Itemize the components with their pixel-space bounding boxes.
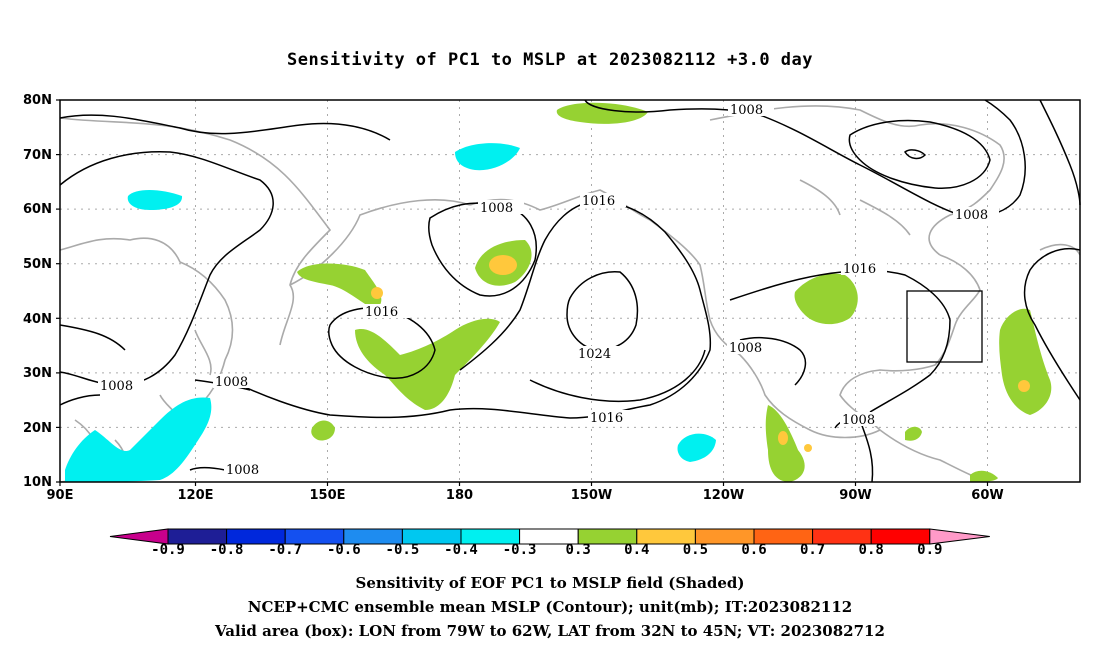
lon-label: 90E (47, 488, 74, 503)
cyan-region-east-pacific (677, 433, 716, 462)
colorbar-label: 0.5 (682, 542, 709, 558)
lat-label: 30N (23, 366, 52, 381)
colorbar-label: 0.6 (741, 542, 767, 558)
lon-label: 150E (309, 488, 345, 503)
colorbar-label: 0.9 (917, 542, 943, 558)
colorbar-label: 0.4 (624, 542, 650, 558)
colorbar-label: -0.9 (151, 542, 185, 558)
caption-line-3: Valid area (box): LON from 79W to 62W, L… (215, 622, 885, 640)
green-region-kuril (297, 263, 382, 310)
contour-label: 1024 (578, 347, 611, 362)
colorbar-label: -0.6 (326, 542, 361, 558)
shaded-sensitivity (65, 102, 1052, 482)
contour-label: 1008 (480, 201, 513, 216)
colorbar-label: -0.7 (268, 542, 303, 558)
colorbar-label: -0.8 (209, 542, 244, 558)
contour-label: 1008 (842, 413, 875, 428)
colorbar (109, 528, 990, 545)
colorbar-label: -0.3 (502, 542, 537, 558)
plot-frame (59, 99, 1081, 483)
contour-label: 1008 (729, 341, 762, 356)
orange-spot-mexico-2 (804, 444, 812, 452)
contour-label: 1016 (843, 262, 876, 277)
contour-label: 1016 (590, 411, 623, 426)
lon-label: 120E (177, 488, 213, 503)
axis-ticks (56, 99, 989, 486)
cyan-region-siberia (127, 190, 183, 210)
orange-spot-atlantic (1018, 380, 1030, 392)
lat-label: 10N (23, 475, 52, 490)
cyan-region-south-china (65, 397, 212, 482)
caption-line-2: NCEP+CMC ensemble mean MSLP (Contour); u… (247, 598, 853, 616)
contour-label: 1016 (582, 194, 615, 209)
lat-label: 70N (23, 148, 52, 163)
lat-label: 40N (23, 312, 52, 327)
contour-label: 1008 (100, 379, 133, 394)
colorbar-label: -0.5 (385, 542, 420, 558)
contour-label: 1008 (730, 103, 763, 118)
lat-label: 60N (23, 202, 52, 217)
colorbar-label: 0.3 (565, 542, 591, 558)
contour-label: 1008 (215, 375, 248, 390)
latitude-labels: 80N 70N 60N 50N 40N 30N 20N 10N (23, 93, 52, 490)
orange-spot-dateline (489, 255, 517, 275)
green-region-west-pacific (311, 420, 335, 441)
lon-label: 120W (703, 488, 744, 503)
green-region-great-lakes (794, 273, 858, 325)
colorbar-arrow-high (929, 528, 990, 545)
orange-spot-mexico (778, 431, 788, 445)
colorbar-label: -0.4 (444, 542, 478, 558)
green-region-arctic (556, 102, 648, 124)
longitude-labels: 90E 120E 150E 180 150W 120W 90W 60W (47, 488, 1004, 503)
valid-area-box (906, 290, 983, 363)
map-title: Sensitivity of PC1 to MSLP at 2023082112… (286, 50, 813, 70)
colorbar-label: 0.8 (858, 542, 884, 558)
green-region-atlantic (999, 308, 1052, 415)
lon-label: 90W (839, 488, 871, 503)
lat-label: 50N (23, 257, 52, 272)
contour-label: 1008 (955, 208, 988, 223)
caption-line-1: Sensitivity of EOF PC1 to MSLP field (Sh… (355, 574, 745, 592)
lon-label: 60W (971, 488, 1003, 503)
contour-label: 1016 (365, 305, 398, 320)
cyan-region-japan-sea (455, 143, 520, 171)
lat-label: 20N (23, 421, 52, 436)
lon-label: 180 (446, 488, 473, 503)
green-region-caribbean-south (970, 470, 998, 482)
orange-spot-kuril (371, 287, 383, 299)
green-region-caribbean (905, 426, 922, 441)
contour-label: 1008 (226, 463, 259, 478)
lat-label: 80N (23, 93, 52, 108)
colorbar-label: 0.7 (799, 542, 826, 558)
contour-labels: 1008 1008 1016 1016 1024 1016 1008 1008 … (98, 102, 999, 478)
lon-label: 150W (571, 488, 612, 503)
